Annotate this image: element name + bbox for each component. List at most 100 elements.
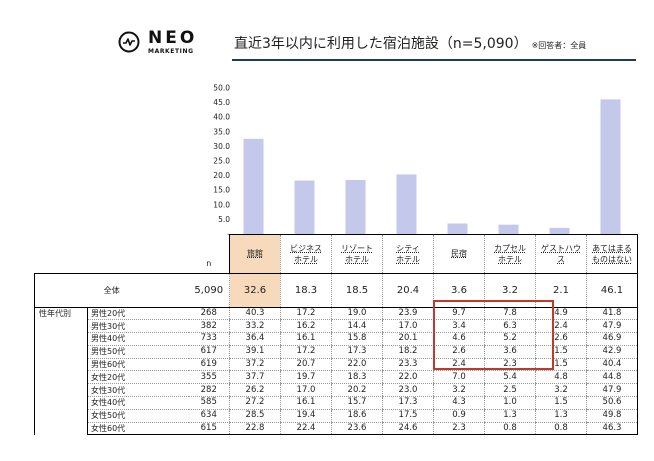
row-n: 617 [188,345,230,359]
y-tick-label: 40.0 [213,113,230,122]
col-header-line1: シティ [396,243,420,253]
logo-subtext: MARKETING [148,48,194,55]
row-value: 16.1 [280,396,332,410]
row-value: 1.5 [535,345,587,359]
total-value: 20.4 [382,273,434,308]
title-text: 直近3年以内に利用した宿泊施設（n=5,090） [234,36,528,52]
col-header: ゲストハウス [535,234,587,274]
total-value: 18.5 [331,273,383,308]
table-row: 女性60代 615 22.8 22.4 23.6 24.6 2.3 0.8 0.8 46.3 [35,422,638,436]
row-n: 634 [188,409,230,423]
corner-cell [34,234,189,274]
total-value: 18.3 [280,273,332,308]
col-header: ビジネス ホテル [280,234,332,274]
row-value: 19.0 [331,307,383,321]
row-value: 4.8 [535,370,587,385]
total-value: 3.2 [484,273,536,308]
row-value: 18.3 [331,370,383,385]
row-value: 1.3 [484,409,536,423]
y-tick-label: 20.0 [213,171,230,180]
row-value: 49.8 [586,409,638,423]
col-header-line1: ビジネス [290,243,322,253]
row-label: 女性50代 [87,409,189,423]
row-value: 44.8 [586,370,638,385]
row-value: 17.2 [280,345,332,359]
respondent-note: ※回答者：全員 [531,41,587,50]
row-value: 19.7 [280,370,332,385]
y-tick-label: 25.0 [213,157,230,166]
group-label: 性年代別 [34,307,88,435]
col-header-line1: ゲストハウ [541,243,581,253]
row-value: 3.2 [535,383,587,398]
row-value: 15.8 [331,332,383,346]
row-value: 16.2 [280,319,332,334]
y-tick-label: 30.0 [213,142,230,151]
row-value: 14.4 [331,319,383,334]
bar-4 [447,223,468,234]
row-value: 20.7 [280,358,332,372]
col-header: 旅館 [229,234,281,274]
table-row: 女性40代 585 27.2 16.1 15.7 17.3 4.3 1.0 1.5 50.6 [35,396,638,410]
row-label: 女性20代 [87,370,189,385]
row-value: 0.9 [433,409,485,423]
y-tick-label: 5.0 [218,215,230,224]
row-n: 733 [188,332,230,346]
row-label: 男性30代 [87,319,189,334]
col-header-line2: ホテル [396,254,420,264]
row-value: 18.6 [331,409,383,423]
row-value: 4.3 [433,396,485,410]
row-value: 22.4 [280,422,332,436]
row-value: 20.1 [382,332,434,346]
row-label: 女性30代 [87,383,189,398]
col-header-line1: リゾート [341,243,373,253]
row-value: 0.8 [484,422,536,436]
bar-3 [396,174,417,234]
row-value: 3.4 [433,319,485,334]
col-header-line2: ホテル [294,254,318,264]
row-value: 28.5 [229,409,281,423]
pulse-logo-icon [118,31,140,53]
row-n: 615 [188,422,230,436]
bar-0 [243,138,264,234]
bar-1 [294,180,315,234]
row-value: 4.9 [535,307,587,321]
col-header: シティ ホテル [382,234,434,274]
total-value: 32.6 [229,273,281,308]
row-value: 7.8 [484,307,536,321]
row-n: 619 [188,358,230,372]
row-value: 1.5 [535,396,587,410]
y-tick-label: 15.0 [213,186,230,195]
row-value: 2.5 [484,383,536,398]
col-header-line2: ものはない [592,254,632,264]
total-value: 2.1 [535,273,587,308]
row-n: 382 [188,319,230,334]
col-header-line1: 民宿 [451,249,467,259]
row-value: 16.1 [280,332,332,346]
title-underline [232,59,636,61]
row-value: 23.6 [331,422,383,436]
row-n: 268 [188,307,230,321]
row-value: 22.8 [229,422,281,436]
table-row: 女性30代 282 26.2 17.0 20.2 23.0 3.2 2.5 3.2 47.9 [35,383,638,398]
row-value: 18.2 [382,345,434,359]
row-value: 17.0 [382,319,434,334]
row-value: 46.9 [586,332,638,346]
row-n: 355 [188,370,230,385]
total-row: 全体 5,090 32.6 18.3 18.5 20.4 3.6 3.2 2.1 46.1 [34,272,638,308]
row-value: 27.2 [229,396,281,410]
row-value: 42.9 [586,345,638,359]
row-n: 282 [188,383,230,398]
row-value: 19.4 [280,409,332,423]
data-table: n 旅館 ビジネス ホテル リゾート ホテル シティ ホテル 民宿 カプセル ホテル ゲストハウスあて… [34,234,638,436]
row-value: 50.6 [586,396,638,410]
row-value: 23.0 [382,383,434,398]
row-value: 3.6 [484,345,536,359]
row-value: 7.0 [433,370,485,385]
col-header: カプセル ホテル [484,234,536,274]
row-value: 17.0 [280,383,332,398]
table-row: 男性50代 617 39.1 17.2 17.3 18.2 2.6 3.6 1.5 42.9 [35,345,638,359]
row-n: 585 [188,396,230,410]
total-n: 5,090 [188,272,230,308]
row-value: 2.3 [484,358,536,372]
row-value: 47.9 [586,383,638,398]
